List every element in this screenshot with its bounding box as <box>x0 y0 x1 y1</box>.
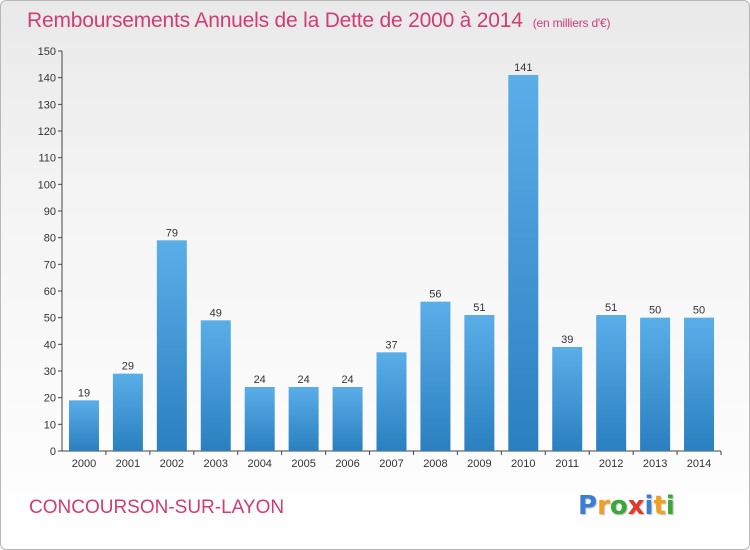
data-label-2003: 49 <box>210 307 222 319</box>
data-label-2010: 141 <box>514 62 532 74</box>
x-tick-label: 2009 <box>467 458 491 470</box>
data-label-2014: 50 <box>693 305 705 317</box>
y-tick-label: 110 <box>38 153 56 165</box>
x-tick-label: 2012 <box>599 458 623 470</box>
x-axis: 2000 2001 2002 2003 2004 2005 2006 2007 2008 2009… <box>62 450 722 470</box>
bar-2008 <box>420 301 451 451</box>
data-label-2006: 24 <box>341 374 353 386</box>
bar-2001 <box>112 373 143 451</box>
x-tick-label: 2006 <box>335 458 359 470</box>
data-label-2008: 56 <box>429 289 441 301</box>
y-tick-label: 20 <box>44 393 56 405</box>
bar-2005 <box>288 387 319 451</box>
bar-2006 <box>332 387 363 451</box>
x-tick-label: 2000 <box>72 458 96 470</box>
data-label-2005: 24 <box>298 374 310 386</box>
x-tick-label: 2001 <box>116 458 140 470</box>
town-name: CONCOURSON-SUR-LAYON <box>29 497 285 518</box>
y-tick-label: 70 <box>44 259 56 271</box>
bar-2014 <box>684 317 715 451</box>
y-tick-label: 10 <box>44 419 56 431</box>
logo-letter: o <box>609 491 628 521</box>
data-label-2012: 51 <box>605 302 617 314</box>
chart-title: Remboursements Annuels de la Dette de 20… <box>27 9 610 33</box>
y-tick-label: 100 <box>38 179 56 191</box>
x-tick-label: 2008 <box>423 458 447 470</box>
data-label-2007: 37 <box>385 339 397 351</box>
bar-2012 <box>596 315 627 451</box>
y-tick-label: 30 <box>44 366 56 378</box>
y-tick-label: 60 <box>44 286 56 298</box>
data-label-2009: 51 <box>473 302 485 314</box>
y-tick-label: 0 <box>50 446 56 458</box>
bar-2002 <box>156 240 187 451</box>
chart-unit: (en milliers d'€) <box>532 16 611 30</box>
bar-2010 <box>508 75 539 451</box>
bar-2009 <box>464 315 495 451</box>
data-label-2002: 79 <box>166 227 178 239</box>
y-tick-label: 150 <box>38 46 56 58</box>
data-label-2013: 50 <box>649 305 661 317</box>
proxiti-logo[interactable]: Proxiti <box>578 491 675 521</box>
bar-2000 <box>68 400 99 451</box>
data-labels: 19 29 79 49 24 24 24 37 56 51 141 39 51 50 50 <box>78 62 705 399</box>
y-tick-label: 80 <box>44 233 56 245</box>
bar-2011 <box>552 347 583 451</box>
y-tick-label: 40 <box>44 339 56 351</box>
y-tick-label: 50 <box>44 313 56 325</box>
x-tick-label: 2004 <box>247 458 271 470</box>
x-tick-label: 2011 <box>555 458 579 470</box>
x-tick-label: 2014 <box>687 458 711 470</box>
y-tick-label: 120 <box>38 126 56 138</box>
y-tick-label: 130 <box>38 99 56 111</box>
logo-letter: i <box>665 491 675 521</box>
x-tick-label: 2005 <box>291 458 315 470</box>
y-tick-label: 90 <box>44 206 56 218</box>
bar-2013 <box>640 317 671 451</box>
x-tick-label: 2002 <box>160 458 184 470</box>
logo-letter: t <box>653 491 666 521</box>
bar-2003 <box>200 320 231 451</box>
data-label-2011: 39 <box>561 334 573 346</box>
chart-title-text: Remboursements Annuels de la Dette de 20… <box>27 9 523 32</box>
logo-letter: r <box>597 491 610 521</box>
x-tick-label: 2003 <box>204 458 228 470</box>
x-tick-label: 2010 <box>511 458 535 470</box>
x-tick-label: 2007 <box>379 458 403 470</box>
logo-letter: P <box>578 491 598 521</box>
data-label-2001: 29 <box>122 361 134 373</box>
bar-2007 <box>376 352 407 451</box>
bar-2004 <box>244 387 275 451</box>
logo-letter: i <box>644 491 654 521</box>
bars <box>68 75 715 451</box>
y-axis: 0 10 20 30 40 50 60 70 80 90 100 110 120 130 140 150 <box>38 46 63 458</box>
y-tick-label: 140 <box>38 73 56 85</box>
data-label-2000: 19 <box>78 387 90 399</box>
logo-letter: x <box>627 491 645 521</box>
data-label-2004: 24 <box>254 374 266 386</box>
x-tick-label: 2013 <box>643 458 667 470</box>
